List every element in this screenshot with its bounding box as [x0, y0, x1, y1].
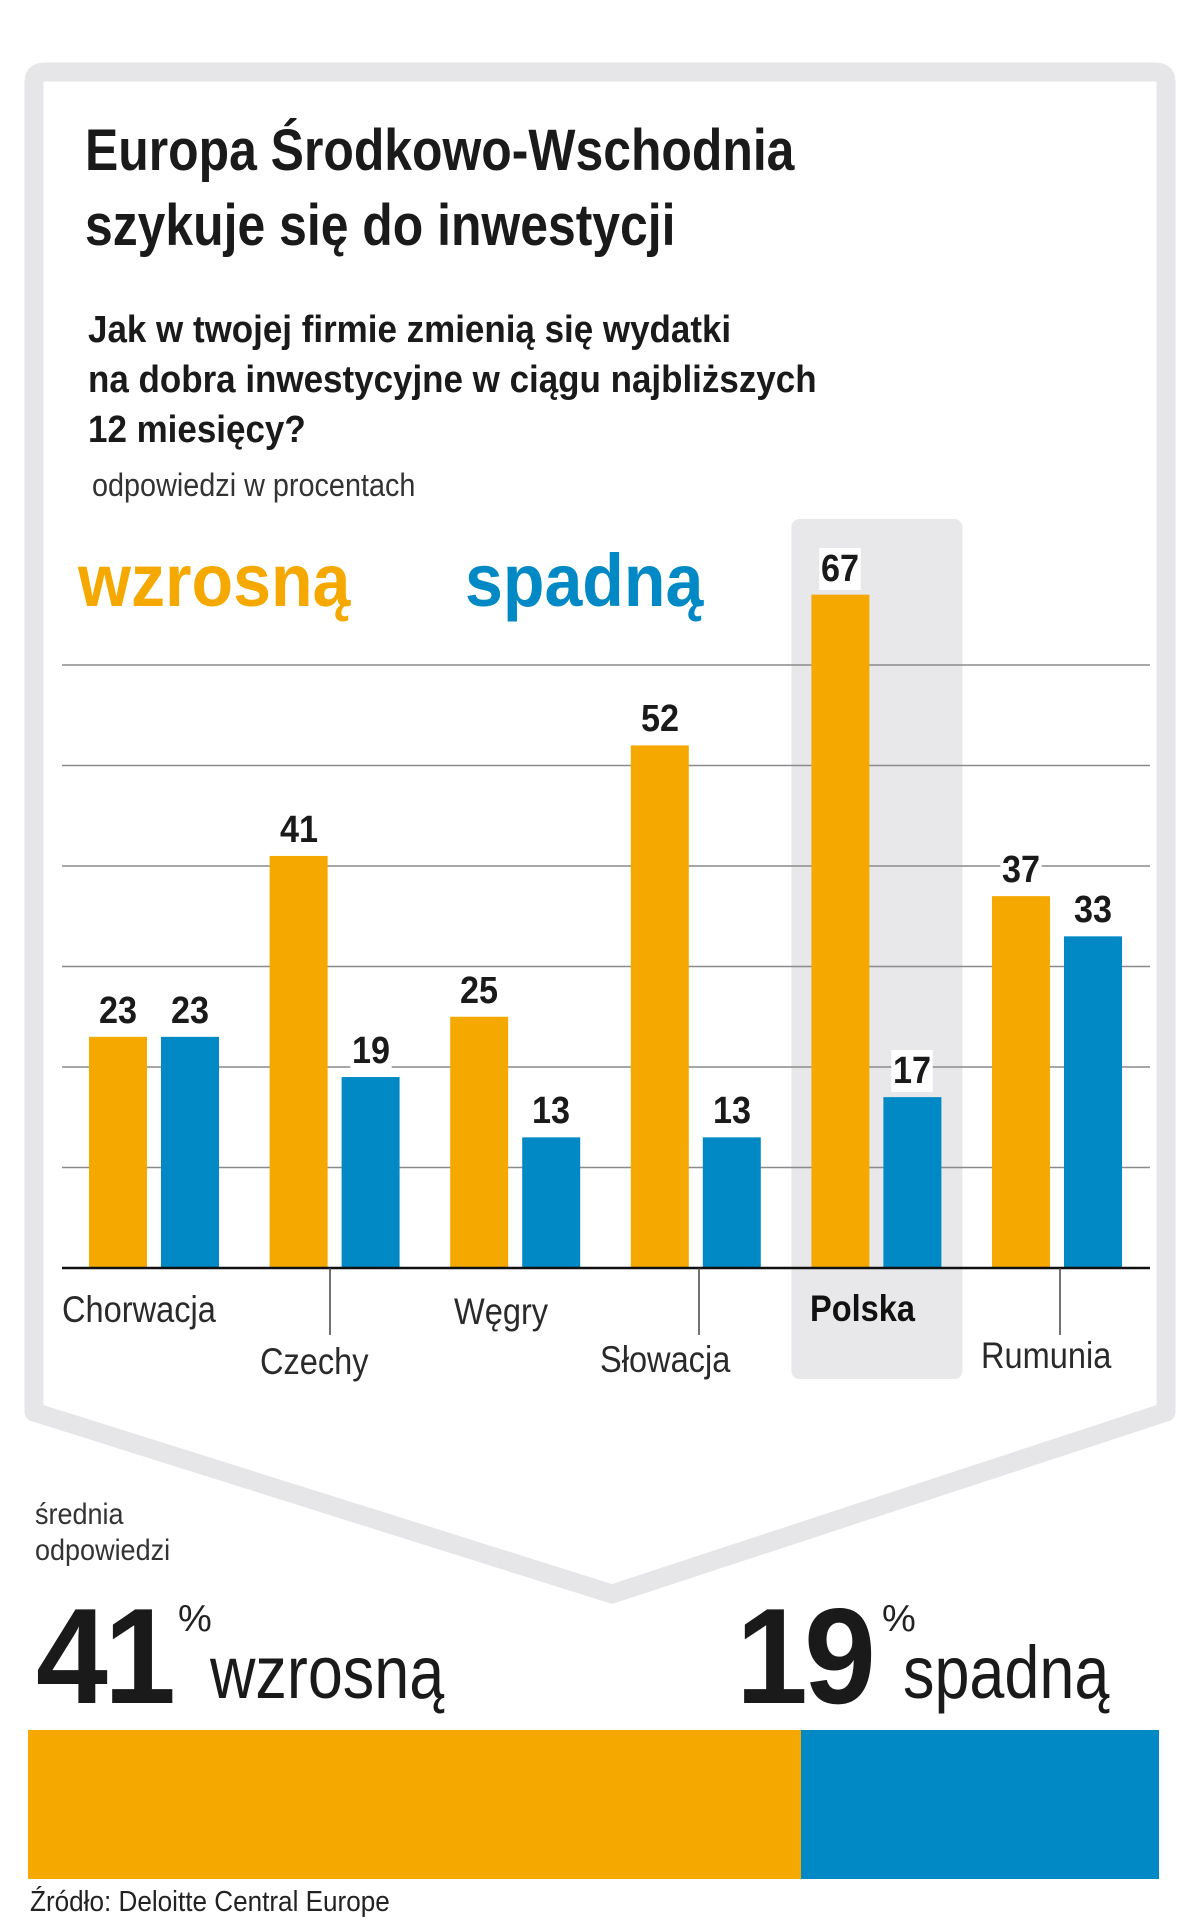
data-label-text: 37: [1000, 849, 1042, 892]
category-label: Rumunia: [981, 1335, 1112, 1376]
bar-chorwacja-increase: [89, 1036, 147, 1268]
average-increase-unit: %: [178, 1598, 212, 1640]
bar-chart: [62, 519, 1150, 1379]
bar-słowacja-increase: [630, 745, 689, 1268]
category-label: Węgry: [454, 1291, 549, 1332]
category-label: Słowacja: [600, 1339, 731, 1380]
average-decrease-segment: [800, 1730, 1159, 1879]
data-label: 41: [263, 808, 335, 851]
data-label-text: 33: [1072, 889, 1114, 932]
average-split-bar: [28, 1730, 1159, 1879]
unit-label: odpowiedzi w procentach: [92, 467, 416, 503]
bar-polska-decrease: [883, 1097, 942, 1268]
data-label: 67: [804, 547, 876, 590]
average-label-line-1: średnia: [35, 1498, 124, 1531]
data-label-text: 25: [458, 969, 501, 1012]
bar-rumunia-decrease: [1064, 936, 1122, 1268]
data-label: 13: [515, 1090, 587, 1133]
bar-czechy-increase: [269, 855, 328, 1268]
data-label: 13: [696, 1090, 768, 1133]
data-label-text: 23: [169, 989, 211, 1032]
source-note: Źródło: Deloitte Central Europe: [30, 1886, 390, 1918]
chart-title-line-1: Europa Środkowo-Wschodnia: [85, 118, 795, 183]
bar-węgry-decrease: [522, 1137, 581, 1268]
average-increase-label: wzrosną: [210, 1631, 445, 1714]
question-line-1: Jak w twojej firmie zmienią się wydatki: [88, 309, 732, 351]
data-label: 25: [443, 969, 515, 1012]
data-label: 52: [624, 698, 696, 741]
data-label: 23: [154, 989, 226, 1032]
average-label-line-2: odpowiedzi: [35, 1534, 171, 1567]
data-label: 19: [335, 1030, 407, 1073]
legend-increase: wzrosną: [78, 539, 351, 622]
data-label-text: 17: [891, 1050, 934, 1093]
data-label-text: 41: [277, 808, 320, 851]
data-label-text: 19: [349, 1030, 392, 1073]
average-decrease-value: 19: [736, 1580, 876, 1732]
average-decrease-label: spadną: [903, 1631, 1110, 1714]
bar-słowacja-decrease: [702, 1137, 761, 1268]
average-increase-segment: [28, 1730, 801, 1879]
data-label-text: 52: [638, 698, 681, 741]
bar-węgry-increase: [450, 1016, 509, 1268]
data-label-text: 13: [530, 1090, 573, 1133]
bar-polska-increase: [811, 594, 870, 1268]
legend-decrease: spadną: [465, 539, 704, 622]
question-line-2: na dobra inwestycyjne w ciągu najbliższy…: [88, 359, 817, 401]
data-label-text: 67: [819, 547, 862, 590]
category-label: Chorwacja: [62, 1289, 216, 1330]
bar-rumunia-increase: [992, 896, 1050, 1268]
data-label: 37: [985, 849, 1057, 892]
data-label: 23: [82, 989, 154, 1032]
bar-chorwacja-decrease: [161, 1036, 219, 1268]
data-label: 17: [876, 1050, 948, 1093]
data-label-text: 13: [710, 1090, 753, 1133]
data-label: 33: [1057, 889, 1129, 932]
average-decrease-unit: %: [882, 1598, 916, 1640]
data-label-text: 23: [97, 989, 139, 1032]
category-label: Polska: [810, 1288, 915, 1329]
question-line-3: 12 miesięcy?: [88, 409, 306, 451]
average-increase-value: 41: [36, 1580, 176, 1732]
chart-title-line-2: szykuje się do inwestycji: [85, 193, 676, 258]
bar-czechy-decrease: [341, 1077, 400, 1268]
category-label: Czechy: [260, 1341, 369, 1382]
